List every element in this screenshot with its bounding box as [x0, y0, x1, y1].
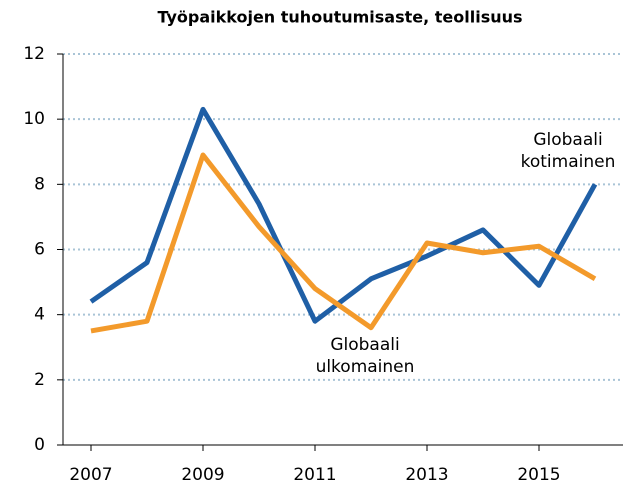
y-tick-label: 0 [34, 435, 45, 455]
x-tick-label: 2011 [293, 465, 336, 485]
y-tick-label: 4 [34, 305, 45, 325]
y-tick-label: 2 [34, 370, 45, 390]
y-tick-label: 8 [34, 174, 45, 194]
line-series [90, 152, 597, 334]
chart-title: Työpaikkojen tuhoutumisaste, teollisuus [157, 8, 522, 27]
x-tick-label: 2013 [405, 465, 448, 485]
x-tick-label: 2009 [181, 465, 224, 485]
series-label: Globaali ulkomainen [315, 335, 415, 377]
x-tick-label: 2007 [69, 465, 112, 485]
y-tick-label: 12 [23, 44, 45, 64]
x-tick-label: 2015 [517, 465, 560, 485]
y-tick-label: 6 [34, 240, 45, 260]
y-tick-label: 10 [23, 109, 45, 129]
series-label: Globaali kotimainen [520, 130, 616, 172]
line-series [89, 106, 598, 324]
